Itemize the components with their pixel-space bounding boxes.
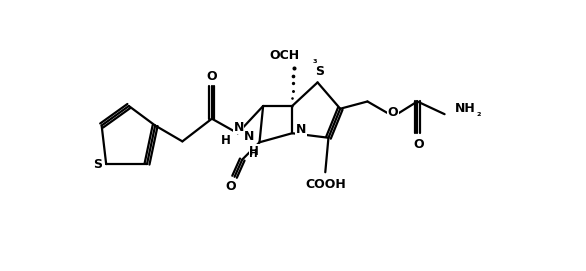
Text: ₃: ₃	[312, 55, 317, 65]
Text: O: O	[226, 180, 236, 193]
Text: COOH: COOH	[306, 178, 346, 191]
Text: H: H	[249, 145, 259, 158]
Text: H: H	[249, 149, 258, 159]
Text: S: S	[94, 157, 103, 170]
Text: N: N	[244, 130, 255, 143]
Text: N: N	[296, 123, 306, 136]
Text: OCH: OCH	[270, 49, 299, 62]
Text: ₂: ₂	[476, 108, 481, 118]
Text: H: H	[220, 134, 230, 147]
Text: O: O	[387, 106, 398, 119]
Text: N: N	[233, 121, 244, 134]
Text: O: O	[413, 138, 424, 151]
Text: S: S	[315, 64, 324, 78]
Text: NH: NH	[455, 102, 475, 115]
Text: O: O	[206, 70, 217, 83]
